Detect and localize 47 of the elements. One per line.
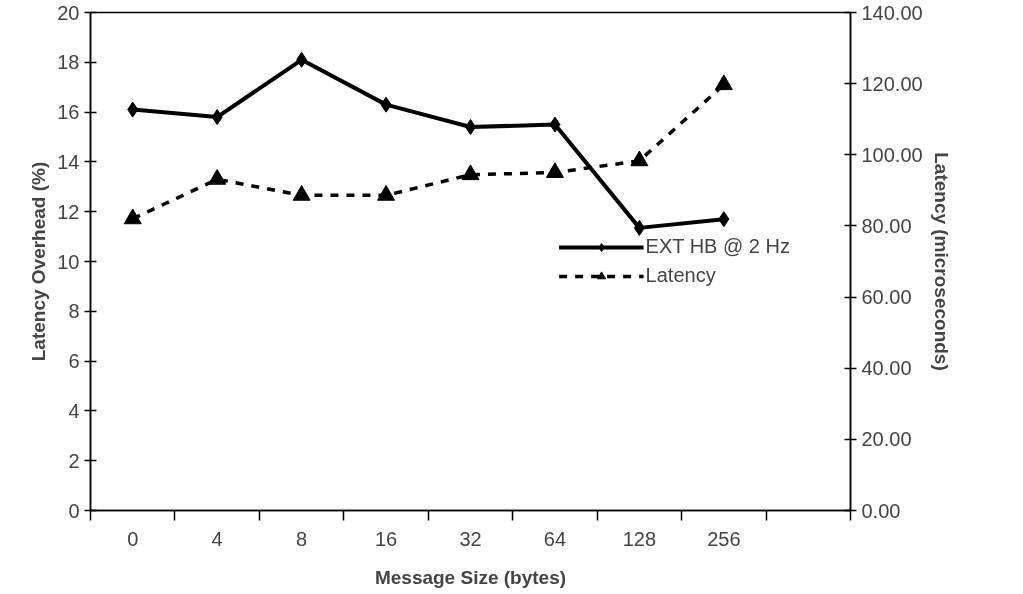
y2-tick-label: 0.00 bbox=[861, 499, 901, 522]
point bbox=[630, 150, 649, 167]
y-tick-label: 18 bbox=[57, 51, 80, 74]
y-tick-label: 6 bbox=[68, 350, 80, 373]
x-tick-label: 8 bbox=[296, 527, 308, 550]
x-tick-label: 0 bbox=[127, 527, 139, 550]
point bbox=[123, 208, 142, 225]
point bbox=[718, 211, 730, 228]
point bbox=[545, 162, 564, 178]
x-tick-label: 128 bbox=[622, 527, 657, 550]
point bbox=[208, 169, 227, 185]
x-tick-label: 32 bbox=[459, 527, 482, 550]
x-tick-label: 16 bbox=[374, 527, 398, 550]
x-tick-label: 4 bbox=[211, 527, 223, 550]
y-tick-label: 16 bbox=[57, 101, 80, 124]
y-tick-label: 20 bbox=[57, 1, 80, 24]
point bbox=[549, 116, 561, 133]
y2-tick-label: 140.00 bbox=[861, 1, 923, 24]
x-tick-label: 256 bbox=[707, 527, 741, 550]
point bbox=[377, 185, 396, 201]
x-axis-title: Message Size (bytes) bbox=[374, 566, 567, 588]
point bbox=[461, 164, 480, 181]
point bbox=[296, 51, 308, 68]
point bbox=[633, 219, 645, 236]
y2-tick-label: 60.00 bbox=[861, 286, 912, 309]
point bbox=[211, 109, 223, 126]
y2-tick-label: 120.00 bbox=[861, 72, 923, 95]
y-axis-title: Latency Overhead (%) bbox=[28, 161, 50, 362]
y-tick-label: 12 bbox=[57, 200, 80, 223]
y-tick-label: 0 bbox=[68, 499, 80, 522]
y2-tick-label: 20.00 bbox=[861, 428, 912, 451]
y2-axis-title: Latency (microseconds) bbox=[930, 152, 952, 371]
point bbox=[380, 96, 392, 113]
y2-tick-label: 40.00 bbox=[861, 357, 912, 380]
point bbox=[292, 185, 311, 201]
legend-label: Latency bbox=[645, 264, 716, 287]
y-tick-label: 8 bbox=[68, 300, 80, 323]
legend-label: EXT HB @ 2 Hz bbox=[645, 235, 790, 258]
y-tick-label: 2 bbox=[68, 449, 80, 472]
y-tick-label: 10 bbox=[57, 250, 80, 273]
y-tick-label: 14 bbox=[57, 150, 80, 173]
x-tick-label: 64 bbox=[543, 527, 567, 550]
point bbox=[127, 101, 139, 118]
y2-tick-label: 100.00 bbox=[861, 143, 923, 166]
point bbox=[714, 74, 733, 91]
y-tick-label: 4 bbox=[68, 399, 80, 422]
y2-tick-label: 80.00 bbox=[861, 214, 912, 237]
